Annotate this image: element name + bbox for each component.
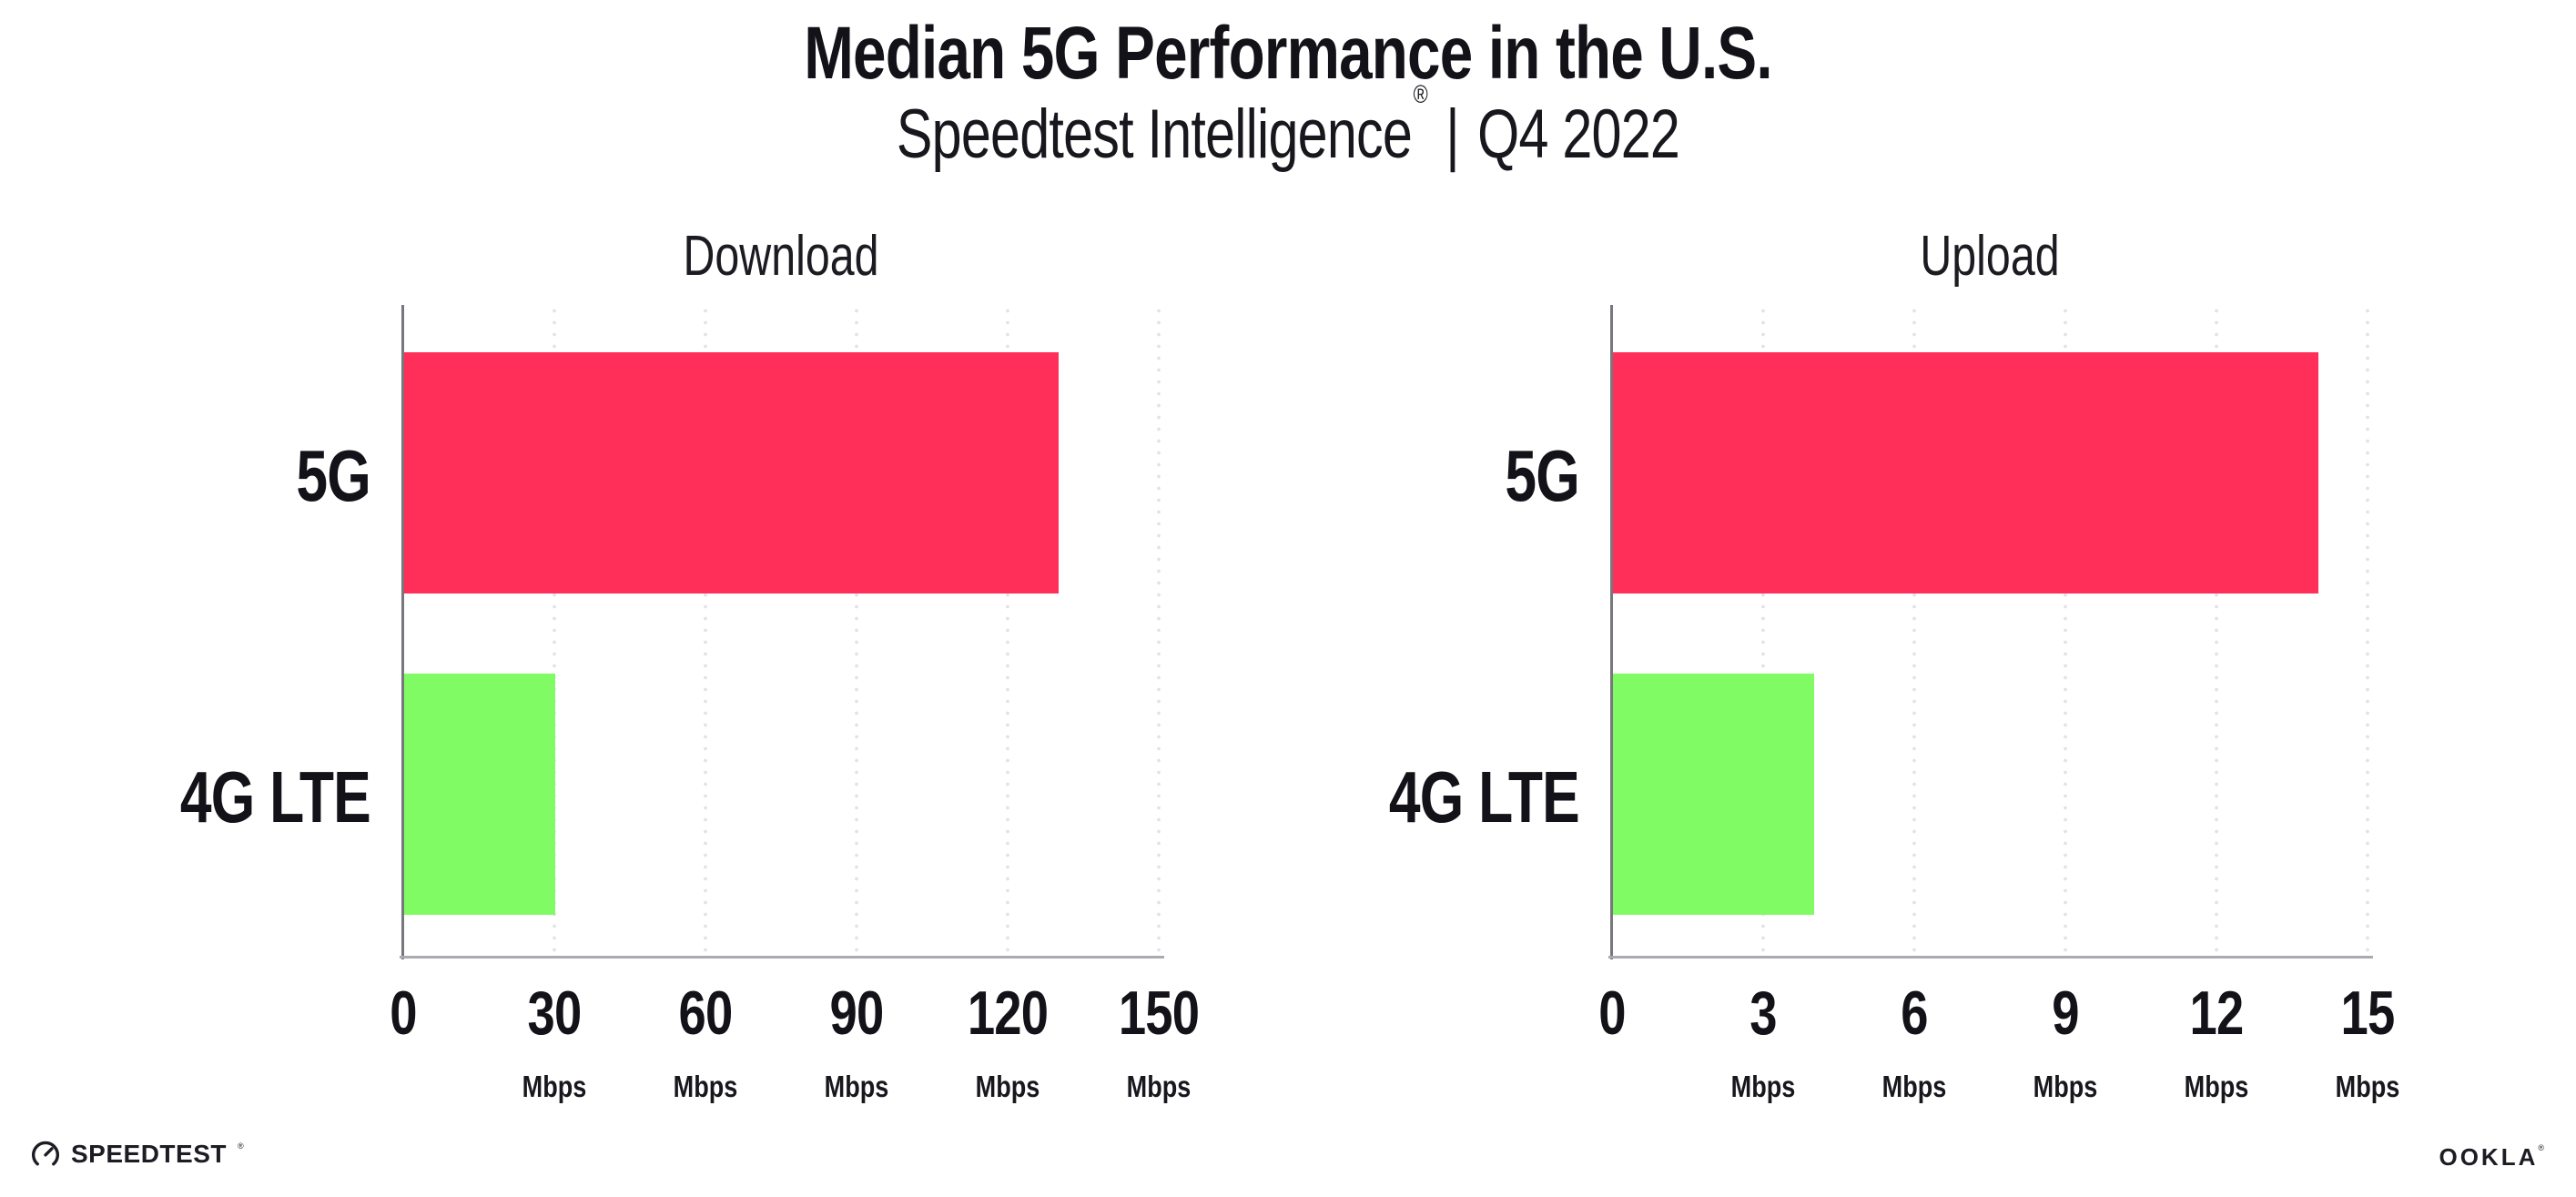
speedtest-trademark-icon: ®	[237, 1141, 244, 1151]
category-label-4g-lte: 4G LTE	[179, 756, 371, 837]
x-tick-15: 15 Mbps	[2295, 982, 2440, 1101]
category-label-5g: 5G	[1505, 434, 1579, 516]
gridline-15	[2366, 305, 2369, 957]
download-x-axis-ticks: 0 30 Mbps 60 Mbps 90 Mbps 120 Mbps 150 Mbps	[390, 982, 1200, 1128]
x-tick-value: 60	[678, 979, 734, 1048]
gridline-12	[2215, 305, 2218, 957]
x-tick-unit: Mbps	[1881, 1070, 1947, 1103]
x-tick-value: 90	[829, 979, 885, 1048]
gridline-6	[1912, 305, 1916, 957]
upload-plot-area: 5G 4G LTE	[1389, 305, 2373, 959]
bar-4g-lte	[1613, 674, 1814, 915]
category-label-4g-lte: 4G LTE	[1388, 756, 1580, 837]
gridline-60	[704, 305, 707, 957]
speedtest-gauge-icon	[31, 1141, 60, 1166]
x-tick-9: 9 Mbps	[1993, 982, 2138, 1101]
ookla-logo: OOKLA ®	[2439, 1143, 2544, 1171]
subtitle-period: Q4 2022	[1477, 96, 1680, 173]
x-tick-value: 12	[2189, 979, 2245, 1048]
gridline-120	[1006, 305, 1009, 957]
x-axis-line	[1608, 956, 2373, 959]
x-tick-unit: Mbps	[673, 1070, 738, 1103]
x-tick-120: 120 Mbps	[935, 982, 1080, 1101]
x-tick-0: 0	[330, 982, 476, 1044]
gridline-150	[1157, 305, 1161, 957]
speedtest-logo: SPEEDTEST ®	[30, 1139, 244, 1170]
x-tick-150: 150 Mbps	[1086, 982, 1232, 1101]
x-tick-unit: Mbps	[975, 1070, 1040, 1103]
x-tick-0: 0	[1539, 982, 1685, 1044]
ookla-logo-text: OOKLA	[2439, 1143, 2539, 1171]
download-chart-title: Download	[683, 225, 879, 288]
x-tick-3: 3 Mbps	[1690, 982, 1836, 1101]
x-tick-unit: Mbps	[522, 1070, 587, 1103]
x-tick-value: 3	[1749, 979, 1777, 1048]
gridline-9	[2064, 305, 2067, 957]
download-chart: Download 5G 4G LTE 0 30 Mbps 60 Mbps 90 Mbps 120…	[180, 228, 1200, 1102]
upload-chart-title: Upload	[1920, 225, 2060, 288]
x-tick-value: 0	[390, 979, 417, 1048]
x-tick-value: 0	[1598, 979, 1626, 1048]
category-label-5g: 5G	[296, 434, 370, 516]
x-tick-value: 9	[2052, 979, 2079, 1048]
x-tick-30: 30 Mbps	[482, 982, 627, 1101]
x-tick-unit: Mbps	[824, 1070, 889, 1103]
x-tick-unit: Mbps	[1126, 1070, 1192, 1103]
ookla-trademark-icon: ®	[2538, 1143, 2544, 1152]
x-tick-unit: Mbps	[2335, 1070, 2400, 1103]
speedtest-logo-text: SPEEDTEST	[71, 1140, 227, 1168]
upload-chart: Upload 5G 4G LTE 0 3 Mbps 6 Mbps 9 Mbps 12 Mbps 15…	[1389, 228, 2399, 1102]
x-tick-60: 60 Mbps	[633, 982, 778, 1101]
upload-x-axis-ticks: 0 3 Mbps 6 Mbps 9 Mbps 12 Mbps 15 Mbps	[1598, 982, 2399, 1128]
subtitle-brand: Speedtest Intelligence	[896, 96, 1413, 173]
bar-5g	[404, 352, 1059, 593]
x-tick-value: 30	[527, 979, 583, 1048]
bar-5g	[1613, 352, 2318, 593]
gridline-30	[553, 305, 556, 957]
subtitle-separator: |	[1445, 96, 1459, 173]
page-title: Median 5G Performance in the U.S.	[804, 12, 1772, 95]
x-tick-6: 6 Mbps	[1841, 982, 1987, 1101]
x-tick-90: 90 Mbps	[784, 982, 929, 1101]
x-tick-value: 15	[2340, 979, 2396, 1048]
gridline-90	[855, 305, 858, 957]
x-tick-unit: Mbps	[2184, 1070, 2249, 1103]
x-tick-unit: Mbps	[2033, 1070, 2098, 1103]
page-subtitle: Speedtest Intelligence® | Q4 2022	[283, 80, 2292, 173]
x-tick-value: 120	[967, 979, 1049, 1048]
x-tick-12: 12 Mbps	[2144, 982, 2289, 1101]
registered-trademark-icon: ®	[1413, 79, 1428, 108]
y-axis-line	[1610, 305, 1613, 959]
y-axis-line	[401, 305, 404, 959]
x-tick-value: 150	[1118, 979, 1200, 1048]
x-tick-unit: Mbps	[1730, 1070, 1796, 1103]
bar-4g-lte	[404, 674, 555, 915]
x-tick-value: 6	[1901, 979, 1928, 1048]
gridline-3	[1761, 305, 1765, 957]
x-axis-line	[400, 956, 1164, 959]
download-plot-area: 5G 4G LTE	[180, 305, 1164, 959]
